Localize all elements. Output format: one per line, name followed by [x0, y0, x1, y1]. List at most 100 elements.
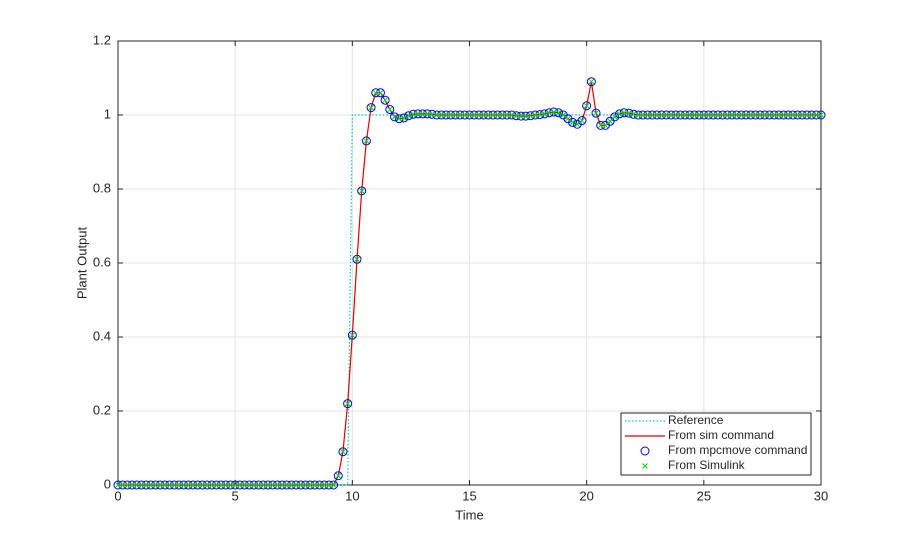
marker-x — [443, 112, 449, 118]
marker-x — [565, 115, 571, 122]
marker-x — [672, 112, 679, 118]
marker-x — [382, 97, 388, 104]
marker-circle — [380, 95, 390, 105]
marker-x — [311, 482, 318, 488]
marker-x — [677, 112, 684, 118]
marker-x — [546, 109, 553, 116]
marker-x — [466, 112, 473, 118]
marker-circle — [343, 399, 353, 409]
marker-x — [771, 112, 777, 118]
marker-x — [410, 111, 417, 118]
marker-circle — [347, 330, 357, 340]
y-tick-label: 1.2 — [93, 32, 111, 47]
marker-x — [761, 112, 768, 118]
marker-circle — [357, 186, 367, 196]
marker-x — [813, 112, 820, 118]
marker-x — [330, 482, 337, 488]
x-tick-label: 20 — [579, 488, 593, 503]
marker-x — [719, 112, 726, 118]
y-tick-label: 0.4 — [93, 328, 111, 343]
marker-x — [494, 112, 501, 118]
marker-x — [162, 482, 168, 488]
marker-x — [133, 482, 140, 488]
marker-circle — [582, 101, 592, 111]
y-axis-label: Plant Output — [74, 226, 89, 299]
legend-marker — [642, 463, 648, 469]
axes-box — [117, 40, 822, 486]
marker-x — [429, 111, 435, 118]
marker-x — [551, 109, 557, 115]
marker-x — [569, 119, 576, 126]
marker-x — [476, 112, 482, 118]
marker-x — [461, 112, 468, 118]
marker-x — [724, 112, 731, 118]
marker-x — [499, 112, 506, 118]
marker-x — [447, 112, 454, 118]
marker-x — [588, 78, 595, 85]
marker-x — [119, 482, 126, 488]
marker-x — [232, 482, 239, 488]
marker-x — [527, 112, 534, 119]
marker-x — [274, 482, 281, 488]
marker-circle — [361, 136, 371, 146]
x-tick-label: 10 — [345, 488, 359, 503]
marker-x — [536, 111, 543, 118]
marker-x — [790, 112, 796, 118]
marker-x — [733, 112, 740, 118]
marker-circle — [577, 116, 587, 126]
marker-x — [794, 112, 801, 118]
marker-x — [808, 112, 815, 118]
marker-x — [705, 112, 712, 118]
marker-x — [368, 104, 374, 111]
marker-x — [335, 472, 342, 479]
marker-x — [743, 112, 749, 118]
marker-x — [227, 482, 234, 488]
marker-circle — [333, 471, 343, 481]
marker-x — [658, 112, 665, 118]
x-tick-label: 15 — [462, 488, 476, 503]
marker-x — [644, 112, 651, 118]
marker-x — [349, 332, 356, 339]
marker-x — [555, 109, 562, 116]
marker-x — [799, 112, 806, 118]
marker-x — [729, 112, 735, 118]
x-tick-label: 25 — [697, 488, 711, 503]
marker-x — [288, 482, 295, 488]
marker-x — [757, 112, 763, 118]
marker-x — [386, 106, 393, 113]
y-tick-label: 0.6 — [93, 254, 111, 269]
marker-x — [321, 482, 328, 488]
marker-x — [471, 112, 478, 118]
marker-x — [640, 112, 646, 118]
marker-x — [129, 482, 135, 488]
marker-x — [283, 482, 290, 488]
marker-x — [504, 112, 510, 118]
marker-x — [485, 112, 492, 118]
marker-circle — [586, 77, 596, 87]
marker-x — [508, 112, 515, 118]
marker-x — [377, 89, 384, 96]
marker-x — [138, 482, 145, 488]
x-tick-label: 5 — [232, 488, 239, 503]
marker-x — [597, 122, 604, 129]
marker-x — [785, 112, 792, 118]
marker-x — [630, 111, 637, 118]
marker-x — [700, 112, 707, 118]
marker-x — [326, 482, 332, 488]
marker-x — [391, 113, 398, 120]
marker-x — [532, 112, 538, 118]
marker-x — [518, 113, 524, 119]
marker-x — [372, 89, 379, 96]
marker-x — [194, 482, 201, 488]
legend-label: From Simulink — [668, 458, 746, 472]
marker-x — [147, 482, 154, 488]
marker-x — [686, 112, 693, 118]
marker-x — [124, 482, 131, 488]
marker-x — [157, 482, 164, 488]
marker-x — [522, 113, 529, 119]
marker-x — [715, 112, 721, 118]
marker-x — [279, 482, 285, 488]
marker-x — [804, 112, 810, 118]
marker-x — [607, 118, 613, 125]
